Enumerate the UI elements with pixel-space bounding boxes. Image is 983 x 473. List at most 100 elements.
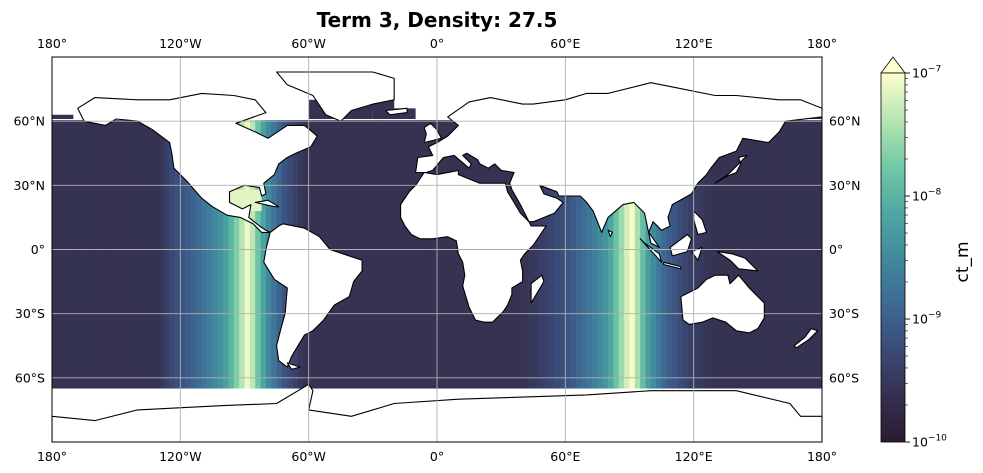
field-cell xyxy=(228,120,235,389)
field-cell xyxy=(110,120,117,389)
field-cell xyxy=(153,120,160,389)
field-cell xyxy=(404,120,411,389)
lon-tick-label-top: 120°W xyxy=(159,36,201,51)
field-layer xyxy=(52,93,822,389)
field-cell xyxy=(543,120,550,389)
field-cell xyxy=(816,120,822,389)
field-cell xyxy=(661,120,668,389)
field-cell xyxy=(356,120,363,389)
land-polygon xyxy=(607,229,613,238)
field-cell xyxy=(249,120,256,389)
land-polygon xyxy=(276,71,395,122)
field-cell xyxy=(105,120,112,389)
colorbar-tick-exponent: −10 xyxy=(928,434,947,444)
field-cell xyxy=(100,120,106,389)
field-cell xyxy=(549,120,555,389)
longitude-tick-labels: 180° 180° 120°W 120°W 60°W 60°W 0° 0° 60°E 60°E 12… xyxy=(37,36,837,464)
field-cell xyxy=(645,120,652,389)
field-cell xyxy=(709,120,716,389)
field-cell xyxy=(597,120,604,389)
field-cell xyxy=(148,120,154,389)
colorbar-ticks: 10−710−810−910−10 xyxy=(905,65,947,450)
colorbar-tick-exponent: −8 xyxy=(928,188,942,198)
lon-tick-label-bottom: 120°E xyxy=(675,449,713,464)
map-title: Term 3, Density: 27.5 xyxy=(317,8,558,32)
field-cell xyxy=(757,120,764,389)
field-cell xyxy=(688,120,695,389)
field-cell xyxy=(442,120,449,389)
field-cell xyxy=(132,120,138,389)
lat-tick-label-right: 30°N xyxy=(829,178,861,193)
lon-tick-label-top: 180° xyxy=(37,36,67,51)
field-cell xyxy=(431,120,438,389)
lon-tick-label-top: 60°W xyxy=(291,36,326,51)
colorbar-tick-base: 10 xyxy=(912,66,928,81)
field-cell xyxy=(378,120,384,389)
land-polygon xyxy=(714,154,748,184)
lat-tick-label-right: 60°S xyxy=(829,370,859,385)
field-cell xyxy=(94,120,101,389)
field-cell xyxy=(602,120,609,389)
field-cell xyxy=(68,120,74,389)
field-cell xyxy=(351,120,358,389)
field-cell xyxy=(362,120,368,389)
gridlines xyxy=(52,57,822,442)
field-cell xyxy=(453,120,459,389)
land-polygon xyxy=(793,328,819,349)
field-cell xyxy=(217,120,224,389)
field-cell xyxy=(768,120,775,389)
field-cell xyxy=(212,120,219,389)
field-cell xyxy=(699,120,705,389)
field-cell xyxy=(805,120,812,389)
field-cell xyxy=(800,120,807,389)
lon-tick-label-bottom: 180° xyxy=(807,449,837,464)
lat-tick-label-left: 30°N xyxy=(13,178,45,193)
field-cell xyxy=(570,120,577,389)
field-cell xyxy=(784,120,791,389)
field-cell xyxy=(789,120,796,389)
field-cell xyxy=(191,120,197,389)
land-polygon xyxy=(263,223,363,368)
field-cell xyxy=(715,120,721,389)
land-polygon xyxy=(663,261,682,270)
lat-tick-label-left: 60°S xyxy=(15,370,45,385)
map-panel: 180° 180° 120°W 120°W 60°W 60°W 0° 0° 60°E 60°E 12… xyxy=(13,36,860,464)
field-cell xyxy=(84,120,90,389)
field-cell xyxy=(116,120,122,389)
field-cell xyxy=(233,120,240,389)
latitude-tick-labels: 60°N 60°N 30°N 30°N 0° 0° 30°S 30°S 60°S 60°S xyxy=(13,114,860,386)
land-polygon xyxy=(254,199,280,208)
land-polygon xyxy=(669,233,693,257)
field-cell xyxy=(229,189,262,211)
land-polygon xyxy=(286,362,301,370)
lat-tick-label-right: 30°S xyxy=(829,306,859,321)
field-cell xyxy=(62,120,69,389)
field-cell xyxy=(169,120,176,389)
field-cell xyxy=(559,120,566,389)
field-cell xyxy=(752,120,759,389)
field-cell xyxy=(57,120,64,389)
field-cell xyxy=(142,120,149,389)
lat-tick-label-left: 30°S xyxy=(15,306,45,321)
field-cell xyxy=(372,120,379,389)
colorbar-extend-arrow xyxy=(880,56,906,74)
field-cell xyxy=(565,120,572,389)
field-cell xyxy=(581,120,588,389)
field-cell xyxy=(388,120,395,389)
colorbar-tick-exponent: −9 xyxy=(928,311,942,321)
field-cell xyxy=(255,120,261,389)
field-cell xyxy=(196,120,203,389)
field-cell xyxy=(640,120,646,389)
field-cell xyxy=(592,120,598,389)
field-cell xyxy=(207,120,213,389)
field-cell xyxy=(795,120,801,389)
field-cell xyxy=(527,120,534,389)
colorbar-tick-base: 10 xyxy=(912,312,928,327)
field-cell xyxy=(52,120,58,389)
field-cell xyxy=(586,120,593,389)
field-cell xyxy=(415,120,422,389)
lon-tick-label-top: 0° xyxy=(430,36,444,51)
colorbar-tick-label: 10−10 xyxy=(912,434,947,450)
field-cell xyxy=(185,120,192,389)
